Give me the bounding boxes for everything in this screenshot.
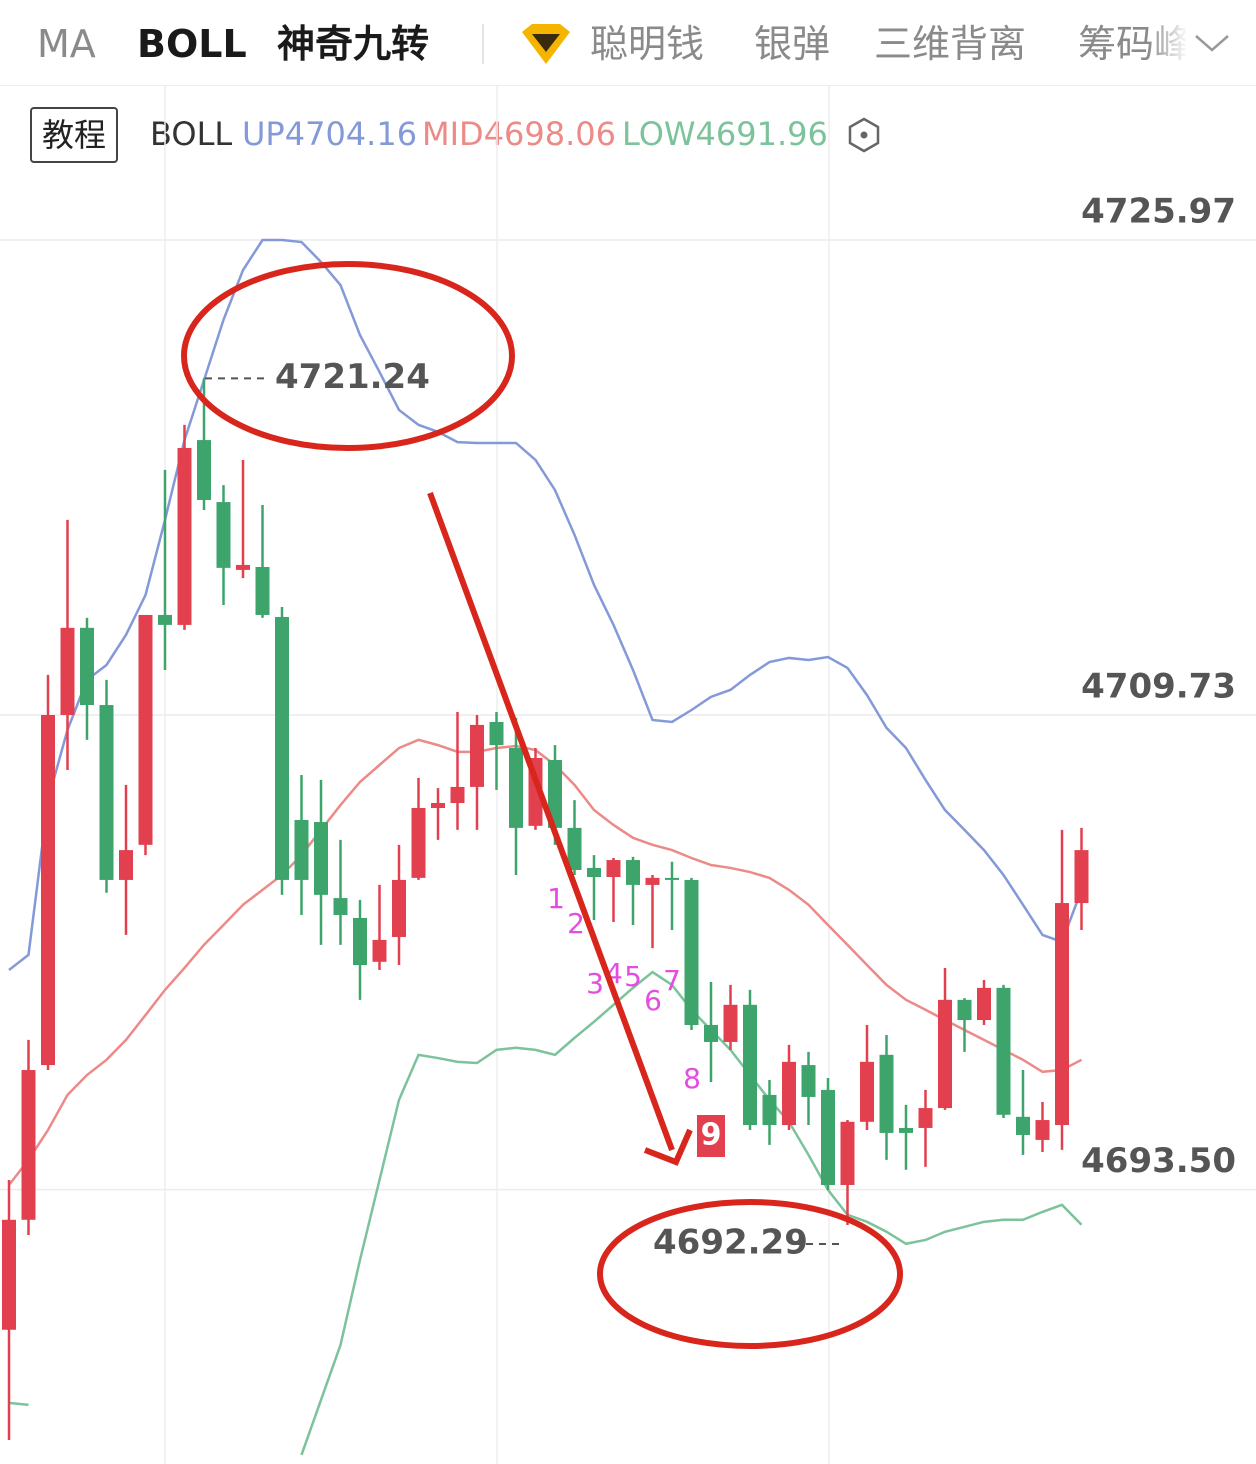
candle-body xyxy=(762,1094,777,1126)
candle-body xyxy=(255,566,270,615)
turn-label: 5 xyxy=(624,960,642,993)
candle-body xyxy=(314,822,328,895)
indicator-low: LOW4691.96 xyxy=(622,115,828,153)
candle-body xyxy=(411,807,426,878)
tab-clip: 筹码峰 xyxy=(1078,0,1186,85)
candle-body xyxy=(918,1108,933,1128)
turn-label: 6 xyxy=(644,984,662,1017)
tutorial-button[interactable]: 教程 xyxy=(30,107,119,163)
turn-label: 1 xyxy=(547,882,565,915)
indicator-name: BOLL xyxy=(150,115,233,153)
circle-mark xyxy=(181,261,515,451)
turn-label: 9 xyxy=(701,1118,722,1153)
candle-body xyxy=(860,1061,874,1122)
low-marker: 4692.29 xyxy=(653,1223,808,1263)
candle-body xyxy=(1035,1120,1050,1140)
tab[interactable]: BOLL xyxy=(137,22,247,66)
turn-label: 3 xyxy=(586,967,604,1000)
candle-body xyxy=(392,879,406,937)
candle-body xyxy=(548,760,562,828)
candle-body xyxy=(372,939,387,962)
candle-body xyxy=(197,440,211,501)
tab[interactable]: 聪明钱 xyxy=(590,22,705,66)
candle-body xyxy=(333,898,348,916)
candle-body xyxy=(879,1054,894,1133)
candle-body xyxy=(99,705,114,880)
high-marker: 4721.24 xyxy=(275,357,430,397)
tab-bar: MA BOLL 神奇九转 聪明钱 银弹 三维背离 筹码峰 xyxy=(0,0,1256,86)
candle-body xyxy=(509,748,523,828)
candle-body xyxy=(938,999,952,1109)
candle-body xyxy=(1016,1116,1030,1135)
candle-body xyxy=(119,850,133,880)
candle-body xyxy=(158,614,172,625)
candle-body xyxy=(216,502,231,568)
candle-body xyxy=(684,879,699,1026)
candle-body xyxy=(2,1219,16,1330)
candle-body xyxy=(431,803,445,808)
separator xyxy=(482,24,484,64)
candle-body xyxy=(80,627,94,706)
user-drawing xyxy=(181,261,903,1349)
band-line xyxy=(8,238,1083,972)
candle-body xyxy=(450,786,465,804)
candle-body xyxy=(704,1025,718,1042)
band-line xyxy=(8,970,1083,1456)
y-tick-label: 4725.97 xyxy=(1081,192,1236,232)
candle-body xyxy=(899,1127,913,1133)
candle-body xyxy=(41,714,55,1066)
turn-label: 7 xyxy=(663,964,681,997)
candle-body xyxy=(60,627,75,715)
candle-body xyxy=(840,1121,855,1185)
candle-body xyxy=(645,877,660,885)
candle-body xyxy=(177,447,192,625)
candle-body xyxy=(21,1070,36,1220)
candle-body xyxy=(489,722,504,746)
band-line xyxy=(8,738,1083,1186)
turn-label: 2 xyxy=(567,907,585,940)
candle-body xyxy=(275,617,289,880)
candle-body xyxy=(665,877,679,880)
arrow xyxy=(427,491,675,1152)
indicator-up: UP4704.16 xyxy=(242,115,418,153)
candle-body xyxy=(801,1065,816,1097)
candle-body xyxy=(1074,850,1089,904)
candle-body xyxy=(957,999,972,1021)
candle-body xyxy=(1055,903,1069,1126)
candle-body xyxy=(996,987,1011,1115)
fade xyxy=(1148,0,1186,85)
candle-body xyxy=(743,1004,757,1126)
circle-mark xyxy=(597,1199,903,1349)
candle-body xyxy=(587,867,601,878)
turn-label: 8 xyxy=(683,1062,701,1095)
y-tick-label: 4709.73 xyxy=(1081,666,1236,706)
tab[interactable]: 神奇九转 xyxy=(277,22,430,66)
candle-body xyxy=(606,860,621,878)
candle-body xyxy=(353,917,367,966)
candle-body xyxy=(294,819,309,880)
turn-badge xyxy=(697,1115,725,1157)
settings-icon[interactable] xyxy=(845,116,883,154)
arrow-head xyxy=(643,1128,693,1166)
tab[interactable]: 三维背离 xyxy=(874,22,1027,66)
candle-body xyxy=(567,827,582,870)
candle-body xyxy=(236,564,250,570)
candle-body xyxy=(723,1004,738,1042)
candle-body xyxy=(138,614,153,845)
candle-body xyxy=(626,860,640,885)
candle-body xyxy=(782,1061,796,1126)
candle-body xyxy=(821,1089,835,1185)
tab[interactable]: 银弹 xyxy=(754,22,831,66)
y-tick-label: 4693.50 xyxy=(1081,1141,1236,1181)
candle-body xyxy=(470,724,484,787)
expand-icon[interactable] xyxy=(1192,28,1232,58)
smart-money-icon xyxy=(522,24,570,64)
indicator-mid: MID4698.06 xyxy=(422,115,617,153)
tab[interactable]: MA xyxy=(37,22,96,66)
candle-body xyxy=(977,987,991,1021)
